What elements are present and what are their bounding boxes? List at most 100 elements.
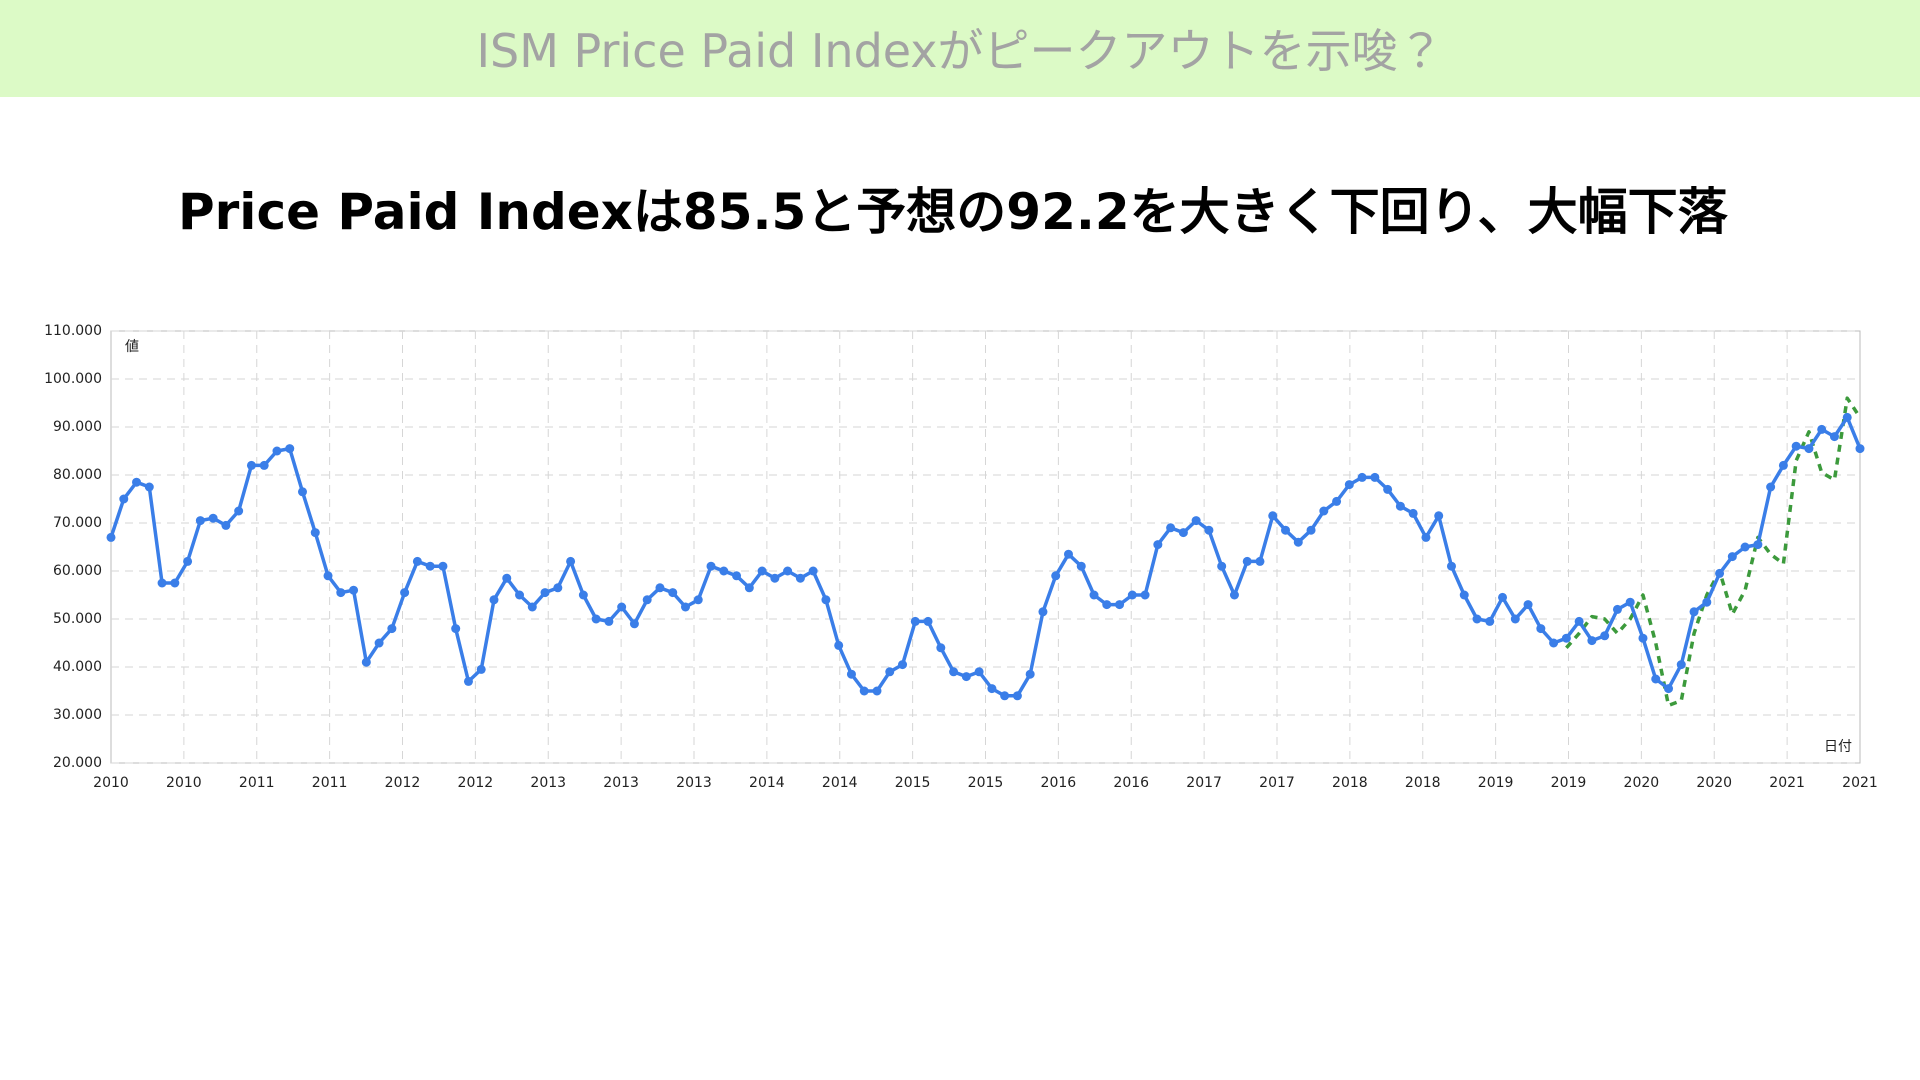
data-point: [221, 520, 231, 530]
data-point: [1268, 511, 1278, 521]
data-point: [936, 643, 946, 653]
x-tick-label: 2021: [1769, 775, 1805, 791]
data-point: [1063, 549, 1073, 559]
data-point: [272, 446, 282, 456]
data-point: [1651, 674, 1661, 684]
data-point: [1178, 528, 1188, 538]
data-point: [1076, 561, 1086, 571]
y-tick-label: 110.000: [44, 323, 102, 339]
x-tick-label: 2017: [1259, 775, 1295, 791]
x-tick-label: 2015: [968, 775, 1004, 791]
data-point: [119, 494, 129, 504]
x-tick-label: 2021: [1842, 775, 1878, 791]
data-point: [1319, 506, 1329, 516]
x-tick-label: 2011: [239, 775, 275, 791]
data-point: [834, 640, 844, 650]
y-tick-label: 50.000: [53, 611, 102, 627]
data-point: [1523, 600, 1533, 610]
data-point: [540, 588, 550, 598]
data-point: [374, 638, 384, 648]
data-point: [910, 616, 920, 626]
data-point: [1242, 556, 1252, 566]
data-point: [1625, 597, 1635, 607]
y-tick-label: 80.000: [53, 467, 102, 483]
data-point: [1089, 590, 1099, 600]
data-point: [1115, 600, 1125, 610]
data-point: [259, 460, 269, 470]
data-point: [412, 556, 422, 566]
data-point: [1587, 636, 1597, 646]
data-point: [859, 686, 869, 696]
data-point: [668, 588, 678, 598]
data-point: [553, 583, 563, 593]
data-point: [591, 614, 601, 624]
y-tick-label: 70.000: [53, 515, 102, 531]
data-point: [246, 460, 256, 470]
data-point: [170, 578, 180, 588]
data-point: [629, 619, 639, 629]
data-point: [387, 624, 397, 634]
data-point: [1740, 542, 1750, 552]
data-point: [1715, 568, 1725, 578]
data-point: [1102, 600, 1112, 610]
data-point: [566, 556, 576, 566]
data-point: [795, 573, 805, 583]
data-point: [1638, 633, 1648, 643]
data-point: [1012, 691, 1022, 701]
data-point: [1140, 590, 1150, 600]
header-band: [0, 0, 1920, 97]
data-point: [872, 686, 882, 696]
data-point: [1689, 607, 1699, 617]
data-point: [1217, 561, 1227, 571]
data-point: [987, 684, 997, 694]
data-point: [1153, 540, 1163, 550]
data-point: [680, 602, 690, 612]
data-point: [885, 667, 895, 677]
data-point: [463, 676, 473, 686]
data-point: [1051, 571, 1061, 581]
data-point: [719, 566, 729, 576]
x-tick-label: 2011: [312, 775, 348, 791]
x-tick-label: 2010: [93, 775, 129, 791]
data-point: [1727, 552, 1737, 562]
data-point: [1229, 590, 1239, 600]
data-point: [1459, 590, 1469, 600]
data-point: [1281, 525, 1291, 535]
data-point: [1702, 597, 1712, 607]
data-point: [783, 566, 793, 576]
data-point: [183, 556, 193, 566]
subtitle: Price Paid Indexは85.5と予想の92.2を大きく下回り、大幅下…: [178, 183, 1728, 241]
data-point: [1676, 660, 1686, 670]
x-tick-label: 2013: [530, 775, 566, 791]
x-tick-label: 2020: [1696, 775, 1732, 791]
data-point: [821, 595, 831, 605]
data-point: [923, 616, 933, 626]
data-point: [1791, 441, 1801, 451]
data-point: [1332, 496, 1342, 506]
x-tick-label: 2014: [749, 775, 785, 791]
data-point: [642, 595, 652, 605]
data-point: [1000, 691, 1010, 701]
data-point: [1829, 432, 1839, 442]
data-point: [757, 566, 767, 576]
data-point: [1574, 616, 1584, 626]
data-point: [1127, 590, 1137, 600]
y-tick-label: 20.000: [53, 755, 102, 771]
data-point: [476, 664, 486, 674]
data-point: [1025, 669, 1035, 679]
data-point: [1510, 614, 1520, 624]
data-point: [1855, 444, 1865, 454]
x-tick-label: 2013: [603, 775, 639, 791]
data-point: [515, 590, 525, 600]
x-tick-label: 2012: [385, 775, 421, 791]
y-tick-label: 30.000: [53, 707, 102, 723]
data-point: [1395, 501, 1405, 511]
data-point: [1804, 444, 1814, 454]
data-point: [578, 590, 588, 600]
data-point: [1549, 638, 1559, 648]
data-point: [1306, 525, 1316, 535]
data-point: [949, 667, 959, 677]
data-point: [1766, 482, 1776, 492]
data-point: [157, 578, 167, 588]
